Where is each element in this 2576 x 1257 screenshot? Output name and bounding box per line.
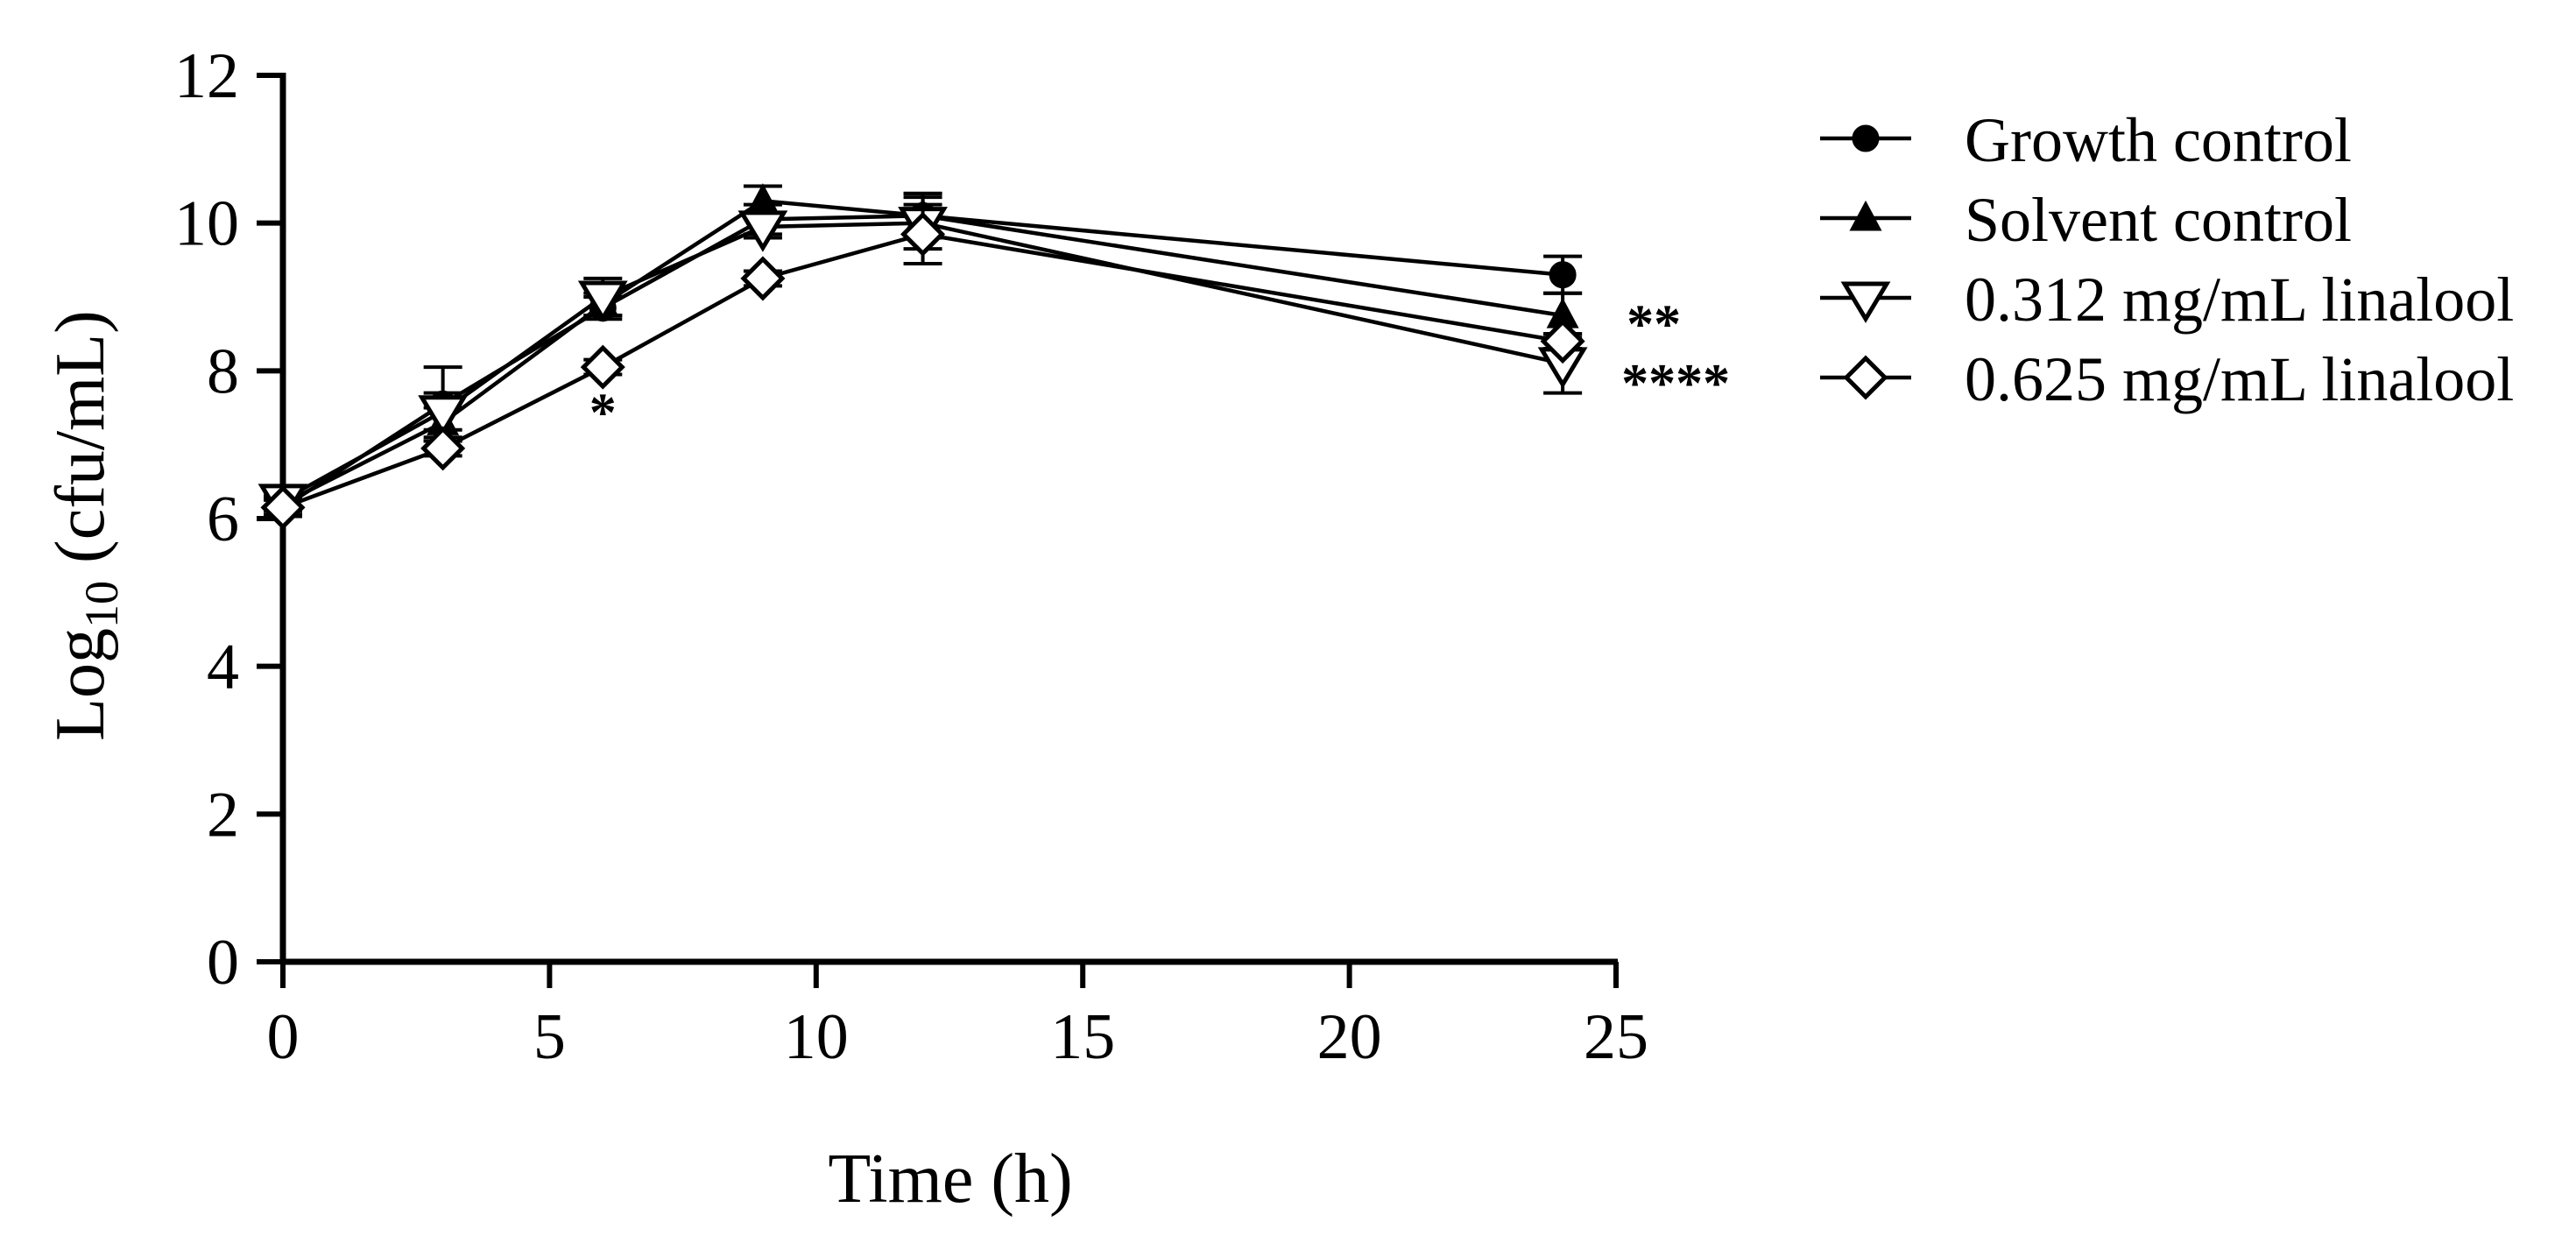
y-tick-label: 8 bbox=[207, 335, 239, 407]
x-tick-label: 20 bbox=[1317, 1001, 1382, 1073]
y-axis-label-main: Log bbox=[42, 628, 119, 741]
data-point bbox=[746, 183, 780, 214]
x-tick-label: 15 bbox=[1050, 1001, 1115, 1073]
series-4 bbox=[260, 202, 1585, 530]
data-point bbox=[738, 210, 788, 252]
legend-marker bbox=[1843, 355, 1888, 400]
data-point bbox=[420, 426, 466, 471]
legend-label: 0.625 mg/mL linalool bbox=[1965, 344, 2514, 414]
y-tick-label: 6 bbox=[207, 484, 239, 555]
y-axis-label-subscript: 10 bbox=[75, 581, 128, 628]
y-tick-label: 12 bbox=[174, 40, 239, 112]
data-point bbox=[1540, 319, 1585, 364]
significance-marker: **** bbox=[1621, 354, 1730, 413]
x-tick-label: 0 bbox=[267, 1001, 300, 1073]
y-tick-label: 2 bbox=[207, 779, 239, 851]
legend-marker bbox=[1849, 200, 1882, 231]
legend-label: Solvent control bbox=[1965, 185, 2352, 255]
x-tick-label: 25 bbox=[1584, 1001, 1648, 1073]
legend-item: Solvent control bbox=[1820, 185, 2352, 255]
legend: Growth control Solvent control 0.312 mg/mL… bbox=[1820, 105, 2514, 414]
significance-marker: * bbox=[589, 384, 617, 443]
legend-item: Growth control bbox=[1820, 105, 2352, 175]
x-axis-label: Time (h) bbox=[828, 1140, 1072, 1218]
data-point bbox=[1549, 261, 1577, 289]
y-tick-label: 10 bbox=[174, 188, 239, 260]
legend-label: 0.312 mg/mL linalool bbox=[1965, 265, 2514, 335]
series-line bbox=[282, 232, 1563, 510]
series-line bbox=[281, 199, 1563, 506]
data-point bbox=[418, 395, 469, 437]
y-tick-label: 4 bbox=[207, 632, 239, 703]
x-tick-label: 10 bbox=[784, 1001, 849, 1073]
data-point bbox=[580, 344, 625, 390]
series-layer bbox=[258, 183, 1588, 530]
legend-item: 0.625 mg/mL linalool bbox=[1820, 344, 2514, 414]
x-tick-label: 5 bbox=[533, 1001, 566, 1073]
data-point bbox=[577, 280, 628, 322]
data-point bbox=[740, 256, 786, 301]
data-point bbox=[260, 484, 306, 530]
axes: 0 5 10 15 20 25 0 2 4 6 8 10 12 bbox=[174, 40, 1648, 1073]
y-axis-label-rest: (cfu/mL) bbox=[42, 310, 119, 581]
legend-item: 0.312 mg/mL linalool bbox=[1820, 265, 2514, 335]
legend-marker bbox=[1840, 281, 1891, 323]
significance-marker: ** bbox=[1627, 294, 1681, 354]
data-point bbox=[900, 211, 946, 257]
annotations-layer: ******* bbox=[589, 294, 1730, 442]
y-tick-label: 0 bbox=[207, 927, 239, 999]
y-axis-label: Log10 (cfu/mL) bbox=[42, 310, 128, 741]
series-line bbox=[281, 221, 1563, 502]
legend-marker bbox=[1852, 124, 1880, 152]
legend-label: Growth control bbox=[1965, 105, 2352, 175]
